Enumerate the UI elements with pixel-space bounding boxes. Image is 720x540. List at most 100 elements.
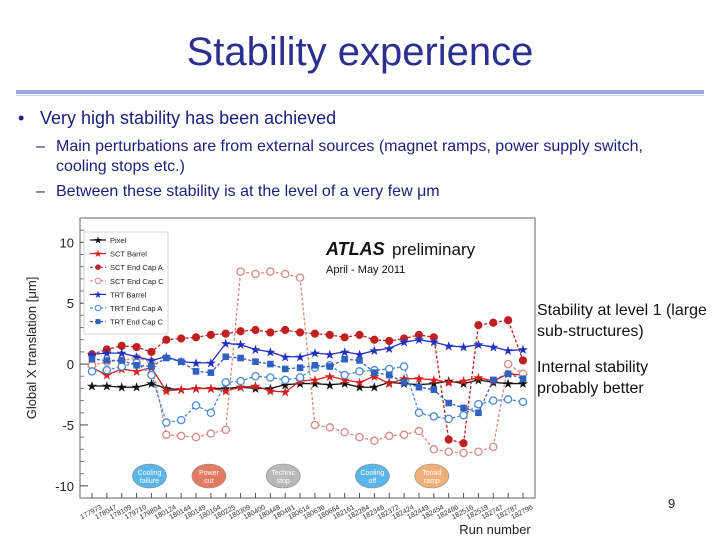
title-divider bbox=[16, 90, 704, 94]
data-point: ★ bbox=[369, 370, 381, 385]
data-point bbox=[281, 365, 289, 373]
data-point: ★ bbox=[265, 382, 277, 397]
legend-label: TRT End Cap A bbox=[110, 304, 162, 313]
data-point bbox=[340, 370, 349, 380]
sub-bullet-2: – Between these stability is at the level… bbox=[36, 182, 696, 202]
event-label: cut bbox=[204, 478, 213, 485]
legend-label: Pixel bbox=[110, 236, 127, 245]
data-point bbox=[504, 370, 512, 378]
data-point bbox=[281, 325, 290, 335]
event-label: off bbox=[369, 478, 377, 485]
data-point bbox=[310, 420, 320, 430]
data-point bbox=[489, 396, 498, 405]
event-label: stop bbox=[277, 478, 290, 485]
data-point bbox=[191, 432, 201, 442]
data-point: ★ bbox=[324, 348, 336, 363]
data-point bbox=[266, 328, 275, 337]
data-point bbox=[444, 414, 453, 424]
data-point: ★ bbox=[101, 369, 113, 384]
data-point bbox=[118, 357, 126, 364]
data-point bbox=[444, 447, 453, 456]
data-point bbox=[371, 369, 378, 376]
data-point: ★ bbox=[235, 381, 247, 396]
data-point bbox=[429, 333, 438, 342]
data-point: ★ bbox=[487, 341, 499, 356]
data-point bbox=[370, 436, 379, 446]
event-bubble bbox=[191, 463, 227, 489]
data-point: ★ bbox=[279, 386, 291, 401]
data-point: ★ bbox=[235, 381, 247, 396]
data-point: ★ bbox=[235, 338, 247, 353]
data-point bbox=[133, 362, 140, 369]
data-point: ★ bbox=[205, 356, 217, 371]
data-point: ★ bbox=[116, 381, 128, 396]
data-point bbox=[162, 430, 171, 439]
data-point bbox=[206, 408, 216, 418]
data-point: ★ bbox=[324, 370, 336, 385]
data-point bbox=[414, 330, 424, 339]
y-tick-label: 5 bbox=[67, 296, 74, 311]
data-point: ★ bbox=[309, 347, 321, 362]
data-point: ★ bbox=[473, 338, 485, 353]
bullet-dot: • bbox=[18, 108, 25, 128]
data-point: ★ bbox=[473, 373, 485, 388]
event-label: Power bbox=[199, 470, 220, 477]
data-point bbox=[429, 445, 439, 454]
data-point: ★ bbox=[250, 343, 262, 358]
data-point: ★ bbox=[339, 345, 351, 360]
data-point bbox=[370, 335, 379, 344]
data-point: ★ bbox=[428, 373, 440, 388]
y-axis-label: Global X translation [μm] bbox=[24, 277, 39, 420]
data-point bbox=[474, 321, 483, 330]
data-point bbox=[326, 363, 334, 370]
data-point bbox=[475, 409, 482, 417]
data-point bbox=[177, 358, 185, 365]
data-point: ★ bbox=[101, 380, 113, 395]
data-point: ★ bbox=[413, 333, 425, 348]
data-point: ★ bbox=[294, 375, 306, 390]
data-point: ★ bbox=[473, 371, 485, 386]
slide-title: Stability experience bbox=[186, 30, 534, 74]
data-point bbox=[176, 431, 186, 441]
data-point bbox=[87, 367, 97, 376]
data-point bbox=[340, 428, 349, 437]
data-point bbox=[310, 329, 320, 338]
data-point: ★ bbox=[205, 382, 217, 397]
data-point bbox=[459, 439, 468, 448]
data-point bbox=[355, 432, 364, 442]
data-point: ★ bbox=[458, 341, 470, 356]
data-point bbox=[252, 358, 259, 365]
data-point: ★ bbox=[220, 337, 232, 352]
data-point: ★ bbox=[175, 383, 187, 398]
data-point: ★ bbox=[294, 377, 306, 392]
legend-label: TRT End Cap C bbox=[110, 318, 164, 327]
data-point: ★ bbox=[279, 350, 291, 365]
data-point bbox=[177, 334, 186, 343]
data-point bbox=[518, 397, 528, 407]
data-point bbox=[237, 354, 244, 362]
data-point bbox=[325, 423, 335, 432]
dash-marker: – bbox=[36, 183, 45, 200]
data-point bbox=[266, 267, 275, 276]
page-number: 9 bbox=[668, 496, 676, 511]
data-point bbox=[356, 357, 363, 364]
data-point bbox=[103, 357, 111, 364]
data-point bbox=[251, 325, 260, 335]
data-point bbox=[415, 383, 423, 391]
data-point bbox=[132, 342, 141, 352]
data-point bbox=[445, 399, 452, 407]
data-point: ★ bbox=[517, 343, 529, 358]
data-point bbox=[221, 425, 231, 435]
data-point bbox=[280, 269, 290, 279]
data-point bbox=[176, 415, 186, 425]
event-bubble bbox=[265, 463, 301, 489]
data-point: ★ bbox=[309, 377, 321, 392]
data-point bbox=[295, 273, 305, 282]
event-label: Cooling bbox=[361, 470, 385, 477]
data-point bbox=[504, 316, 513, 325]
data-point bbox=[414, 408, 424, 418]
series-line bbox=[91, 366, 524, 393]
data-point: ★ bbox=[324, 378, 336, 393]
data-point: ★ bbox=[383, 377, 395, 392]
chart-header-preliminary: preliminary bbox=[392, 240, 476, 259]
